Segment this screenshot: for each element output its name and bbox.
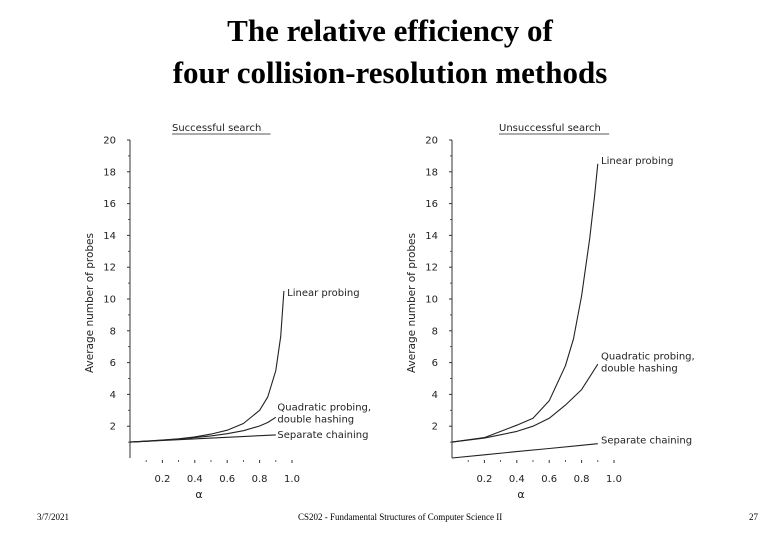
y-tick-label: 10 bbox=[425, 295, 438, 306]
y-tick-label: 14 bbox=[103, 231, 116, 242]
x-tick-label: 1.0 bbox=[606, 474, 622, 485]
series-label-line: Quadratic probing, bbox=[277, 402, 371, 413]
y-tick-label: 20 bbox=[103, 136, 116, 147]
series-label-quadratic-probing-double-hashing: Quadratic probing, double hashing bbox=[601, 351, 695, 374]
series-line-separate-chaining bbox=[129, 434, 276, 443]
series-label-linear-probing: Linear probing bbox=[601, 156, 673, 167]
y-tick-label: 14 bbox=[425, 231, 438, 242]
x-tick-label: 0.4 bbox=[187, 474, 203, 485]
y-tick-label: 4 bbox=[110, 390, 116, 401]
y-tick-label: 8 bbox=[432, 326, 438, 337]
footer-page-number: 27 bbox=[749, 512, 758, 522]
series-label-line: Linear probing bbox=[601, 156, 673, 167]
y-tick-label: 16 bbox=[103, 199, 116, 210]
y-tick-label: 2 bbox=[432, 422, 438, 433]
x-tick-label: 0.6 bbox=[541, 474, 557, 485]
series-label-separate-chaining: Separate chaining bbox=[601, 436, 692, 447]
series-line-separate-chaining bbox=[451, 443, 598, 459]
y-tick-label: 18 bbox=[103, 167, 116, 178]
series-line-linear-probing bbox=[451, 163, 599, 443]
x-tick-label: 0.8 bbox=[574, 474, 590, 485]
y-tick-label: 10 bbox=[103, 295, 116, 306]
series-line-linear-probing bbox=[129, 290, 285, 443]
series-label-quadratic-probing-double-hashing: Quadratic probing, double hashing bbox=[277, 402, 371, 425]
y-tick-label: 12 bbox=[103, 263, 116, 274]
x-tick-label: 1.0 bbox=[284, 474, 300, 485]
y-tick-label: 16 bbox=[425, 199, 438, 210]
successful-search-chart: Successful search 2 4 6 8 10 12 14 16 18 20 0.2 0.4 0… bbox=[84, 123, 371, 501]
y-tick-label: 6 bbox=[110, 358, 116, 369]
footer-date: 3/7/2021 bbox=[37, 512, 70, 522]
slide-title-line-1: The relative efficiency of bbox=[227, 13, 553, 48]
unsuccessful-search-chart: Unsuccessful search 2 4 6 8 10 12 14 16 18 20 0.2 0.… bbox=[406, 123, 695, 501]
x-tick-label: 0.2 bbox=[476, 474, 492, 485]
x-axis-label: α bbox=[517, 488, 524, 501]
y-tick-label: 2 bbox=[110, 422, 116, 433]
y-tick-label: 20 bbox=[425, 136, 438, 147]
y-axis-label: Average number of probes bbox=[84, 233, 96, 373]
chart-title: Unsuccessful search bbox=[499, 123, 601, 134]
x-tick-label: 0.8 bbox=[252, 474, 268, 485]
series-label-line: double hashing bbox=[277, 414, 354, 425]
slide-title-line-2: four collision-resolution methods bbox=[172, 55, 608, 90]
x-tick-label: 0.2 bbox=[154, 474, 170, 485]
series-label-line: Separate chaining bbox=[601, 436, 692, 447]
y-tick-label: 12 bbox=[425, 263, 438, 274]
footer-course: CS202 - Fundamental Structures of Comput… bbox=[298, 512, 503, 522]
chart-title: Successful search bbox=[172, 123, 261, 134]
series-line-quadratic-probing-double-hashing bbox=[451, 363, 599, 443]
series-label-linear-probing: Linear probing bbox=[287, 288, 359, 299]
y-axis-label: Average number of probes bbox=[406, 233, 418, 373]
y-tick-label: 8 bbox=[110, 326, 116, 337]
y-tick-label: 18 bbox=[425, 167, 438, 178]
x-axis-label: α bbox=[195, 488, 202, 501]
series-label-line: Separate chaining bbox=[277, 430, 368, 441]
y-tick-label: 6 bbox=[432, 358, 438, 369]
series-label-line: Linear probing bbox=[287, 288, 359, 299]
y-tick-label: 4 bbox=[432, 390, 438, 401]
series-label-line: Quadratic probing, bbox=[601, 351, 695, 362]
x-tick-label: 0.4 bbox=[509, 474, 525, 485]
series-label-line: double hashing bbox=[601, 363, 678, 374]
x-tick-label: 0.6 bbox=[219, 474, 235, 485]
series-label-separate-chaining: Separate chaining bbox=[277, 430, 368, 441]
